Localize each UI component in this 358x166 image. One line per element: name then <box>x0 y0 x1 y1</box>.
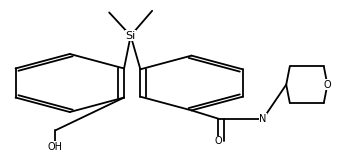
Text: Si: Si <box>126 31 136 41</box>
Text: O: O <box>324 80 331 90</box>
Text: O: O <box>214 136 222 146</box>
Text: OH: OH <box>48 142 63 152</box>
Text: N: N <box>260 114 267 124</box>
